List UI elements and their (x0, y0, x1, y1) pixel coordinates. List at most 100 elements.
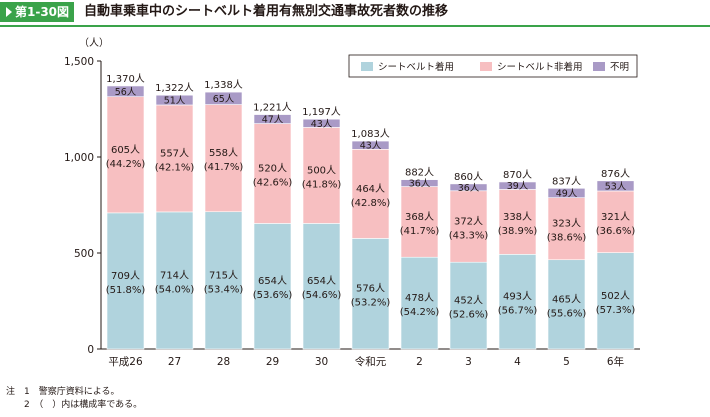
note-line-2: 2 （ ）内は構成率である。 (6, 400, 143, 410)
figure-header: 第1-30図 自動車乗車中のシートベルト着用有無別交通事故死者数の推移 (0, 0, 710, 27)
bar-segment (498, 254, 537, 350)
data-label-not-worn-share: (41.8%) (302, 179, 342, 190)
bar-segment (400, 179, 439, 187)
data-label-unknown: 56人 (115, 87, 137, 98)
data-label-worn: 715人 (209, 269, 238, 281)
bar-total-label: 1,083人 (351, 128, 390, 140)
data-label-unknown: 36人 (458, 183, 480, 194)
bar-segment (400, 256, 439, 350)
x-tick-label: 平成26 (108, 356, 143, 368)
figure-number: 第1-30図 (15, 5, 70, 19)
data-label-worn: 452人 (454, 295, 483, 307)
x-tick-label: 28 (217, 356, 230, 368)
data-label-not-worn: 464人 (356, 183, 385, 195)
legend-swatch (480, 62, 492, 71)
bar-segment (204, 104, 243, 213)
bar-segment (351, 140, 390, 150)
data-label-worn: 714人 (160, 269, 189, 281)
bar-segment (351, 238, 390, 350)
data-label-not-worn-share: (42.6%) (253, 178, 293, 189)
note-line-1: 注 1 警察庁資料による。 (6, 387, 120, 397)
x-tick-label: 令和元 (355, 355, 387, 368)
bar-segment (155, 94, 194, 106)
x-tick-label: 4 (514, 356, 521, 368)
data-label-worn-share: (53.6%) (253, 290, 293, 301)
bar-segment (351, 149, 390, 239)
bar-segment (596, 190, 635, 253)
bar-segment (498, 189, 537, 255)
data-label-worn-share: (54.6%) (302, 290, 342, 301)
data-label-not-worn-share: (44.2%) (106, 159, 146, 170)
triangle-icon (6, 7, 12, 17)
data-label-not-worn: 605人 (111, 144, 140, 156)
stacked-bar-chart: （人） 0 500 1,000 1,500 709人 (51.8%) 605人 (44.2%) 5… (64, 37, 640, 368)
bar-total-label: 860人 (454, 171, 483, 183)
data-label-worn: 465人 (552, 293, 581, 305)
bar-total-label: 1,338人 (204, 79, 243, 91)
bar-segment (106, 212, 145, 350)
data-label-worn: 478人 (405, 292, 434, 304)
x-tick-label: 29 (266, 356, 279, 368)
data-label-not-worn: 372人 (454, 216, 483, 228)
data-label-not-worn: 368人 (405, 211, 434, 223)
data-label-not-worn-share: (42.1%) (155, 162, 195, 173)
data-label-worn-share: (55.6%) (547, 308, 587, 319)
bar-segment (498, 181, 537, 190)
y-tick-label: 0 (87, 344, 94, 356)
data-label-not-worn: 500人 (307, 164, 336, 176)
figure-title: 自動車乗車中のシートベルト着用有無別交通事故死者数の推移 (84, 4, 449, 19)
bar-segment (547, 187, 586, 199)
bar-segment (155, 211, 194, 350)
legend-swatch (593, 62, 605, 71)
data-label-worn: 654人 (258, 275, 287, 287)
bar-segment (302, 118, 341, 128)
legend-label: 不明 (610, 62, 629, 73)
data-label-unknown: 47人 (262, 115, 284, 126)
bar-total-label: 1,322人 (155, 82, 194, 94)
bar-total-label: 837人 (552, 175, 581, 187)
bar-total-label: 1,370人 (106, 73, 145, 85)
y-tick-label: 1,000 (64, 152, 94, 164)
bar-total-label: 876人 (601, 168, 630, 180)
data-label-worn-share: (54.0%) (155, 284, 195, 295)
data-label-unknown: 39人 (507, 181, 529, 192)
legend-label: シートベルト着用 (378, 61, 454, 73)
data-label-worn: 709人 (111, 270, 140, 282)
bar-segment (302, 223, 341, 350)
bar-segment (547, 197, 586, 261)
bar-segment (204, 91, 243, 105)
notes: 注 1 警察庁資料による。 2 （ ）内は構成率である。 (6, 386, 142, 412)
data-label-worn-share: (52.6%) (449, 310, 489, 321)
data-label-not-worn: 338人 (503, 211, 532, 223)
x-tick-label: 27 (168, 356, 181, 368)
data-label-worn-share: (53.4%) (204, 284, 244, 295)
bar-segment (547, 259, 586, 350)
bar-total-label: 1,197人 (302, 106, 341, 118)
y-tick-label: 500 (74, 248, 94, 260)
bar-segment (253, 123, 292, 224)
data-label-unknown: 36人 (409, 179, 431, 190)
data-label-worn: 654人 (307, 275, 336, 287)
data-label-not-worn-share: (38.6%) (547, 233, 587, 244)
y-tick-label: 1,500 (64, 56, 94, 68)
data-label-worn-share: (51.8%) (106, 285, 146, 296)
legend-swatch (361, 62, 373, 71)
legend-label: シートベルト非着用 (497, 61, 583, 73)
bar-segment (302, 127, 341, 224)
bar-total-label: 882人 (405, 167, 434, 179)
data-label-not-worn: 323人 (552, 218, 581, 230)
data-label-not-worn-share: (42.8%) (351, 198, 391, 209)
bar-segment (596, 252, 635, 350)
data-label-not-worn: 557人 (160, 147, 189, 159)
data-label-not-worn-share: (41.7%) (204, 162, 244, 173)
bar-segment (106, 85, 145, 98)
bar-segment (253, 114, 292, 124)
data-label-worn-share: (57.3%) (596, 305, 636, 316)
data-label-unknown: 51人 (164, 96, 186, 107)
bar-segment (253, 223, 292, 350)
x-tick-label: 3 (465, 356, 472, 368)
data-label-not-worn-share: (43.3%) (449, 231, 489, 242)
data-label-not-worn-share: (41.7%) (400, 226, 440, 237)
data-label-worn-share: (54.2%) (400, 307, 440, 318)
data-label-not-worn: 520人 (258, 163, 287, 175)
